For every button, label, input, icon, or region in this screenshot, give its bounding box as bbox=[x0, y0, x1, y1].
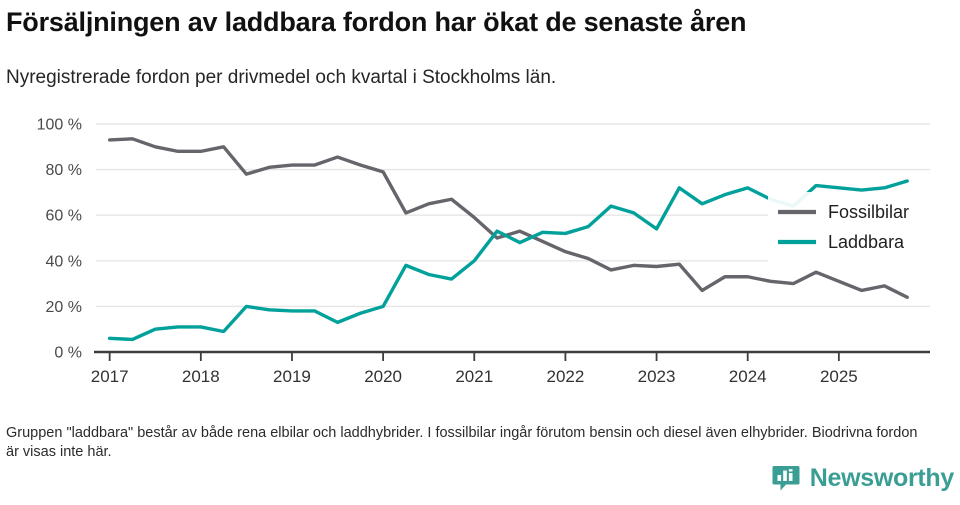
x-axis-tick-label: 2022 bbox=[546, 367, 584, 386]
chart-footnote: Gruppen "laddbara" består av både rena e… bbox=[6, 425, 918, 460]
brand-name: Newsworthy bbox=[809, 464, 955, 492]
x-axis-tick-labels: 2017 2018 2019 2020 2021 2022 2023 2024 2025 bbox=[91, 367, 858, 386]
chart-legend: Fossilbilar Laddbara bbox=[768, 192, 943, 262]
x-axis-tick-label: 2017 bbox=[91, 367, 129, 386]
x-axis-tick-label: 2023 bbox=[638, 367, 676, 386]
legend-background bbox=[768, 192, 943, 262]
x-axis-tick-label: 2024 bbox=[729, 367, 767, 386]
y-axis-tick-labels: 0 % 20 % 40 % 60 % 80 % 100 % bbox=[37, 117, 82, 362]
y-axis-tick-label: 100 % bbox=[37, 117, 82, 134]
y-axis-tick-label: 60 % bbox=[46, 208, 82, 225]
legend-label-fossilbilar: Fossilbilar bbox=[828, 202, 909, 222]
page-title: Försäljningen av laddbara fordon har öka… bbox=[6, 7, 747, 37]
x-axis-tick-label: 2019 bbox=[273, 367, 311, 386]
x-axis-tick-label: 2018 bbox=[182, 367, 220, 386]
x-axis-tick-label: 2025 bbox=[820, 367, 858, 386]
x-axis bbox=[94, 350, 930, 361]
line-chart-svg: 0 % 20 % 40 % 60 % 80 % 100 % 2017 2018 2019 202… bbox=[37, 117, 943, 386]
y-axis-tick-label: 20 % bbox=[46, 299, 82, 316]
bar-chart-bubble-icon bbox=[772, 466, 800, 491]
brand-logo[interactable]: Newsworthy bbox=[771, 461, 954, 495]
series-line-fossilbilar bbox=[107, 137, 909, 299]
x-axis-tick-label: 2021 bbox=[455, 367, 493, 386]
legend-label-laddbara: Laddbara bbox=[828, 232, 905, 252]
page-subtitle: Nyregistrerade fordon per drivmedel och … bbox=[6, 67, 557, 88]
y-axis-tick-label: 40 % bbox=[46, 253, 82, 270]
chart-plot-area: 0 % 20 % 40 % 60 % 80 % 100 % 2017 2018 2019 202… bbox=[0, 108, 960, 398]
x-axis-tick-label: 2020 bbox=[364, 367, 402, 386]
y-axis-tick-label: 80 % bbox=[46, 162, 82, 179]
y-axis-tick-label: 0 % bbox=[54, 345, 82, 362]
